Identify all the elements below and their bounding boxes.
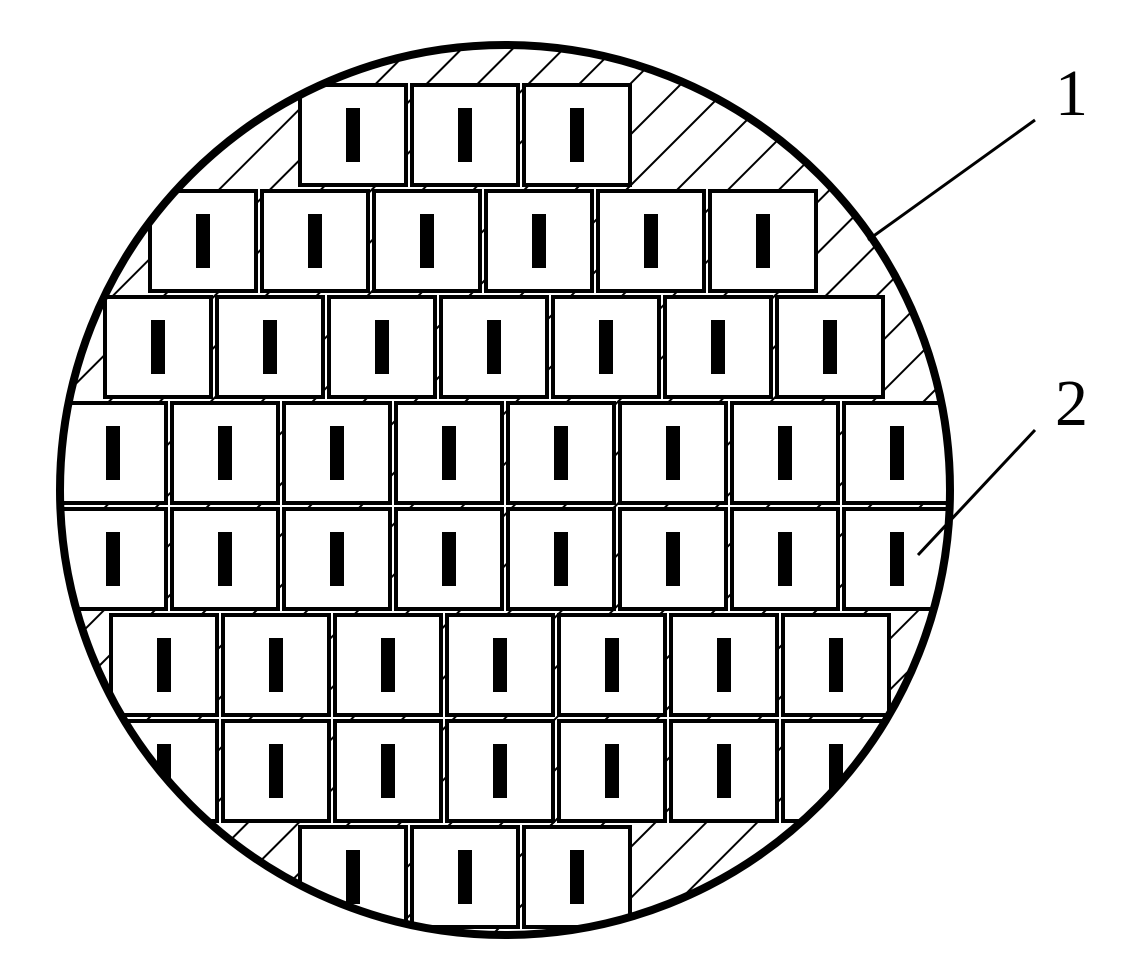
die xyxy=(508,403,614,503)
die xyxy=(300,85,406,185)
die-bar xyxy=(890,532,904,586)
die xyxy=(447,721,553,821)
die-bar xyxy=(442,426,456,480)
die xyxy=(284,509,390,609)
die-bar xyxy=(458,850,472,904)
die-bar xyxy=(493,638,507,692)
die xyxy=(396,403,502,503)
die xyxy=(783,615,889,715)
die-bar xyxy=(554,532,568,586)
die-bar xyxy=(218,532,232,586)
die xyxy=(447,615,553,715)
die-bar xyxy=(829,638,843,692)
die xyxy=(524,827,630,927)
die xyxy=(553,297,659,397)
die-bar xyxy=(196,214,210,268)
die-bar xyxy=(218,426,232,480)
die xyxy=(732,403,838,503)
die-bar xyxy=(554,426,568,480)
die-bar xyxy=(717,638,731,692)
die-bar xyxy=(106,532,120,586)
die xyxy=(111,615,217,715)
die xyxy=(486,191,592,291)
die-bar xyxy=(487,320,501,374)
die xyxy=(777,297,883,397)
die-bar xyxy=(890,426,904,480)
die xyxy=(598,191,704,291)
die xyxy=(172,403,278,503)
die xyxy=(732,509,838,609)
die xyxy=(172,509,278,609)
die-bar xyxy=(644,214,658,268)
die xyxy=(559,721,665,821)
die-bar xyxy=(420,214,434,268)
die-bar xyxy=(151,320,165,374)
die-bar xyxy=(493,744,507,798)
die-bar xyxy=(330,426,344,480)
die-bar xyxy=(381,744,395,798)
die-bar xyxy=(605,638,619,692)
diagram-root: 12 xyxy=(0,0,1137,958)
die xyxy=(217,297,323,397)
die xyxy=(284,403,390,503)
die xyxy=(335,721,441,821)
die xyxy=(396,509,502,609)
die-bar xyxy=(346,108,360,162)
die-bar xyxy=(756,214,770,268)
die-bar xyxy=(823,320,837,374)
die-bar xyxy=(458,108,472,162)
die-bar xyxy=(570,850,584,904)
die-bar xyxy=(381,638,395,692)
die-bar xyxy=(778,426,792,480)
die xyxy=(620,509,726,609)
die-bar xyxy=(532,214,546,268)
die-bar xyxy=(711,320,725,374)
die xyxy=(524,85,630,185)
die-bar xyxy=(666,532,680,586)
die-bar xyxy=(269,744,283,798)
callout-label: 1 xyxy=(1055,57,1088,130)
die xyxy=(105,297,211,397)
die-bar xyxy=(308,214,322,268)
die-bar xyxy=(106,426,120,480)
die xyxy=(412,85,518,185)
die-bar xyxy=(666,426,680,480)
die xyxy=(223,615,329,715)
die xyxy=(223,721,329,821)
die xyxy=(665,297,771,397)
die xyxy=(412,827,518,927)
die xyxy=(508,509,614,609)
die-bar xyxy=(570,108,584,162)
die-bar xyxy=(717,744,731,798)
die xyxy=(620,403,726,503)
die xyxy=(671,721,777,821)
die xyxy=(374,191,480,291)
die xyxy=(441,297,547,397)
callout-label: 2 xyxy=(1055,367,1088,440)
die-bar xyxy=(269,638,283,692)
die-bar xyxy=(375,320,389,374)
die xyxy=(329,297,435,397)
die xyxy=(60,403,166,503)
die-bar xyxy=(599,320,613,374)
die xyxy=(844,403,950,503)
wafer-content xyxy=(60,45,950,935)
die xyxy=(671,615,777,715)
die-bar xyxy=(605,744,619,798)
die-bar xyxy=(263,320,277,374)
figure-svg: 12 xyxy=(0,0,1137,958)
die xyxy=(335,615,441,715)
die xyxy=(559,615,665,715)
die-bar xyxy=(157,638,171,692)
die-bar xyxy=(442,532,456,586)
die-bar xyxy=(346,850,360,904)
die xyxy=(262,191,368,291)
die xyxy=(710,191,816,291)
die-bar xyxy=(778,532,792,586)
die-bar xyxy=(330,532,344,586)
